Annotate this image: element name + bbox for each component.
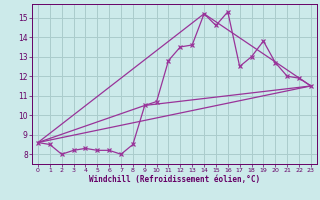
X-axis label: Windchill (Refroidissement éolien,°C): Windchill (Refroidissement éolien,°C): [89, 175, 260, 184]
